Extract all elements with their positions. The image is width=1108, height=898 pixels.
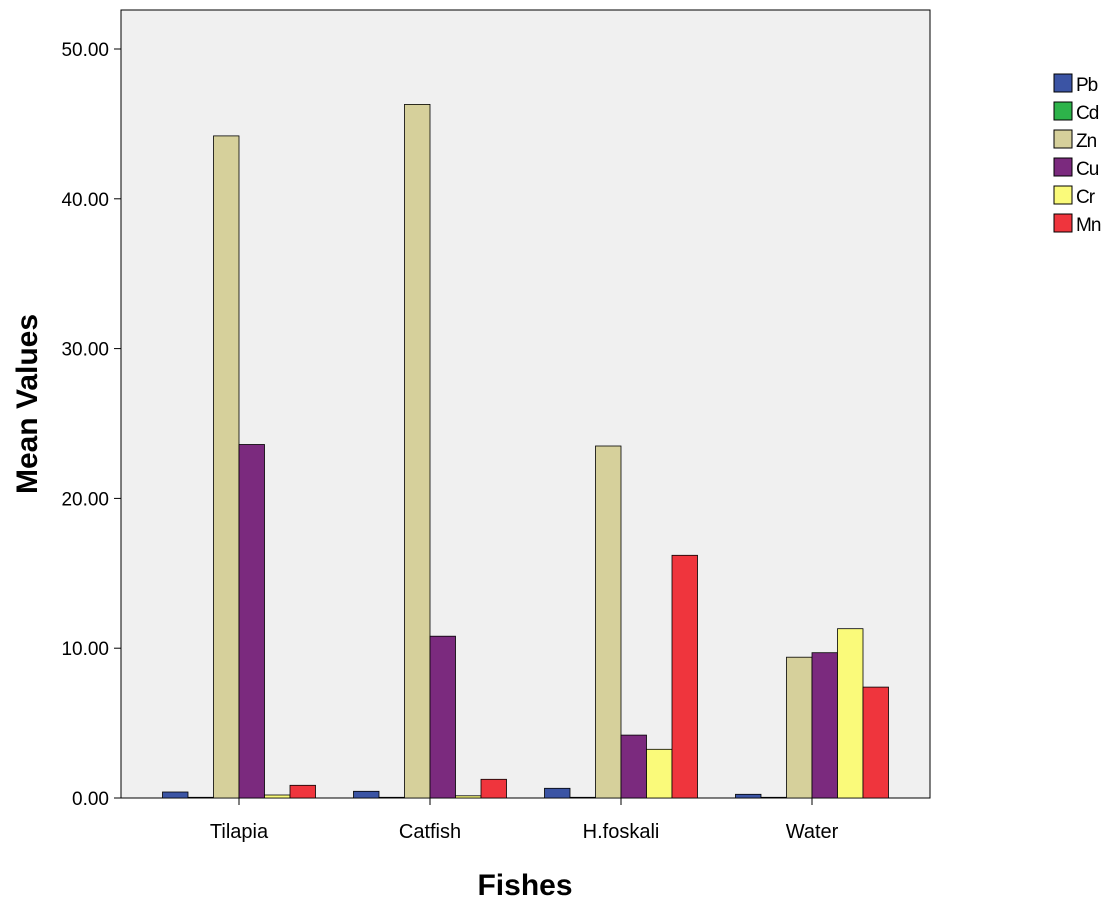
x-axis-title: Fishes (477, 869, 572, 898)
legend-swatch-pb (1053, 73, 1073, 93)
bar-zn-catfish (404, 104, 431, 799)
bar-cd-h-foskali (569, 796, 596, 799)
legend-swatch-cr (1053, 185, 1073, 205)
y-tick-label: 50.00 (61, 40, 109, 61)
legend-label-cu: Cu (1076, 159, 1099, 180)
legend-label-pb: Pb (1076, 75, 1098, 96)
bar-mn-tilapia (289, 784, 316, 799)
y-tick-label: 30.00 (61, 340, 109, 361)
bar-cr-h-foskali (646, 748, 673, 799)
y-axis-title: Mean Values (11, 314, 44, 494)
bar-cu-water (811, 652, 838, 799)
legend-swatch-zn (1053, 129, 1073, 149)
x-tick-label: Catfish (399, 821, 461, 843)
bar-zn-h-foskali (595, 445, 622, 799)
legend-label-cr: Cr (1076, 187, 1096, 208)
bar-mn-catfish (480, 778, 507, 799)
bar-zn-tilapia (213, 135, 240, 799)
legend-label-cd: Cd (1076, 103, 1099, 124)
legend-swatch-mn (1053, 213, 1073, 233)
x-tick-label: Tilapia (210, 821, 269, 843)
bar-cd-water (760, 796, 787, 799)
y-tick-label: 0.00 (72, 789, 109, 810)
y-tick-label: 20.00 (61, 489, 109, 510)
bar-cu-h-foskali (620, 734, 647, 799)
x-axis: Tilapia Catfish H.foskali Water (210, 798, 839, 843)
bar-cu-tilapia (238, 444, 265, 799)
bar-zn-water (786, 656, 813, 799)
bar-pb-water (735, 793, 762, 799)
legend-swatch-cu (1053, 157, 1073, 177)
bar-pb-catfish (353, 790, 380, 799)
bar-cr-catfish (455, 795, 482, 799)
bar-cd-tilapia (187, 796, 214, 799)
bar-cr-water (837, 628, 864, 799)
bars (162, 104, 889, 799)
y-tick-label: 40.00 (61, 190, 109, 211)
y-axis: 0.00 10.00 20.00 30.00 40.00 50.00 (61, 40, 121, 810)
bar-cd-catfish (378, 796, 405, 799)
bar-pb-h-foskali (544, 787, 571, 799)
legend-swatch-cd (1053, 101, 1073, 121)
legend-label-mn: Mn (1076, 215, 1101, 236)
x-tick-label: H.foskali (583, 821, 660, 843)
bar-mn-h-foskali (671, 554, 698, 799)
x-tick-label: Water (786, 821, 839, 843)
legend-label-zn: Zn (1076, 131, 1097, 152)
y-tick-label: 10.00 (61, 639, 109, 660)
legend: Pb Cd Zn Cu Cr Mn (1053, 73, 1102, 236)
bar-mn-water (862, 686, 889, 799)
bar-cu-catfish (429, 635, 456, 799)
bar-cr-tilapia (264, 794, 291, 799)
bar-pb-tilapia (162, 791, 189, 799)
